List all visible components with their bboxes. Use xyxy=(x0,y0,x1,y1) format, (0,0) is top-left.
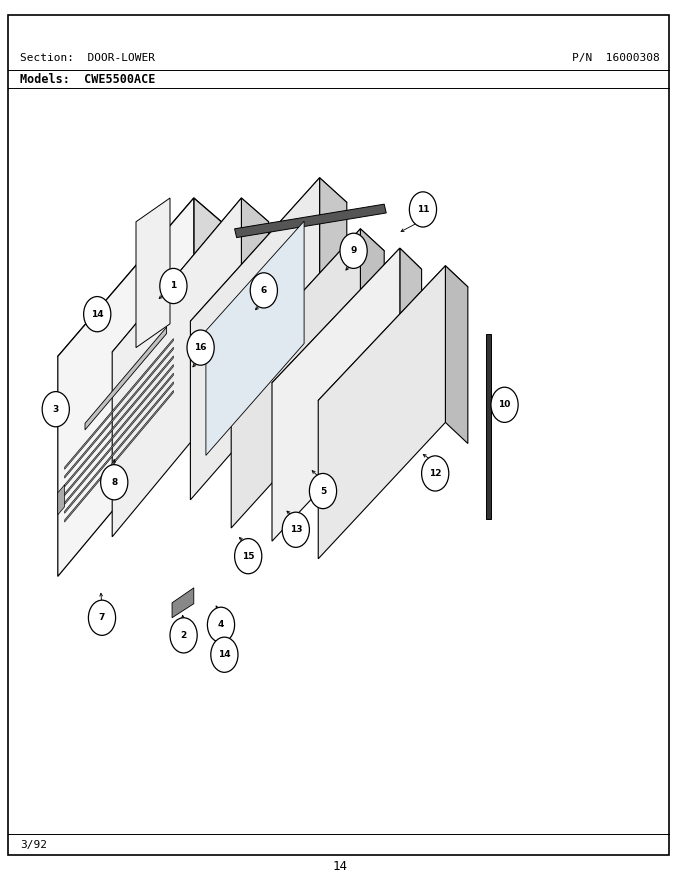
Circle shape xyxy=(101,465,128,500)
Text: 14: 14 xyxy=(218,650,231,659)
Circle shape xyxy=(235,539,262,574)
Polygon shape xyxy=(231,229,384,392)
Polygon shape xyxy=(272,248,422,403)
Text: 14: 14 xyxy=(333,861,347,873)
Text: 7: 7 xyxy=(99,613,105,622)
Text: 6: 6 xyxy=(260,286,267,295)
Text: 4: 4 xyxy=(218,620,224,629)
Polygon shape xyxy=(206,221,304,455)
Polygon shape xyxy=(320,178,347,377)
Polygon shape xyxy=(190,178,320,500)
Circle shape xyxy=(170,618,197,653)
Text: 3/92: 3/92 xyxy=(20,840,48,850)
Circle shape xyxy=(491,387,518,422)
Polygon shape xyxy=(136,198,170,348)
Polygon shape xyxy=(65,391,173,522)
Polygon shape xyxy=(65,348,173,478)
Circle shape xyxy=(207,607,235,642)
Polygon shape xyxy=(400,248,422,426)
Polygon shape xyxy=(241,198,269,407)
Text: 14: 14 xyxy=(91,310,103,319)
Polygon shape xyxy=(65,382,173,513)
Circle shape xyxy=(42,392,69,427)
Text: 3: 3 xyxy=(52,405,59,414)
Text: 10: 10 xyxy=(498,400,511,409)
Circle shape xyxy=(409,192,437,227)
Polygon shape xyxy=(85,327,167,430)
Circle shape xyxy=(187,330,214,365)
Polygon shape xyxy=(235,204,386,238)
Circle shape xyxy=(340,233,367,268)
Polygon shape xyxy=(58,485,65,515)
Circle shape xyxy=(422,456,449,491)
Polygon shape xyxy=(272,248,400,541)
Polygon shape xyxy=(231,229,360,528)
Text: 5: 5 xyxy=(320,487,326,495)
Polygon shape xyxy=(112,198,241,537)
Circle shape xyxy=(84,297,111,332)
Text: 9: 9 xyxy=(350,246,357,255)
Text: 11: 11 xyxy=(417,205,429,214)
Text: 2: 2 xyxy=(180,631,187,640)
Polygon shape xyxy=(190,178,347,345)
Polygon shape xyxy=(194,198,224,440)
Polygon shape xyxy=(318,266,468,422)
Circle shape xyxy=(211,637,238,672)
Polygon shape xyxy=(360,229,384,409)
Polygon shape xyxy=(65,356,173,487)
Polygon shape xyxy=(65,339,173,469)
Polygon shape xyxy=(58,198,194,576)
Polygon shape xyxy=(112,198,269,377)
Text: P/N  16000308: P/N 16000308 xyxy=(572,53,660,63)
Text: 12: 12 xyxy=(429,469,441,478)
Polygon shape xyxy=(318,266,445,559)
Circle shape xyxy=(250,273,277,308)
Text: 8: 8 xyxy=(111,478,118,487)
Text: Section:  DOOR-LOWER: Section: DOOR-LOWER xyxy=(20,53,156,63)
Polygon shape xyxy=(65,373,173,504)
Text: 1: 1 xyxy=(170,282,177,290)
Polygon shape xyxy=(58,198,224,385)
Text: Models:  CWE5500ACE: Models: CWE5500ACE xyxy=(20,73,156,85)
Text: 15: 15 xyxy=(242,552,254,561)
Circle shape xyxy=(309,473,337,509)
Circle shape xyxy=(282,512,309,547)
Polygon shape xyxy=(445,266,468,444)
Circle shape xyxy=(88,600,116,635)
Text: 13: 13 xyxy=(290,525,302,534)
Polygon shape xyxy=(172,588,194,618)
Circle shape xyxy=(160,268,187,304)
Text: 16: 16 xyxy=(194,343,207,352)
Polygon shape xyxy=(65,364,173,495)
Polygon shape xyxy=(486,334,491,519)
